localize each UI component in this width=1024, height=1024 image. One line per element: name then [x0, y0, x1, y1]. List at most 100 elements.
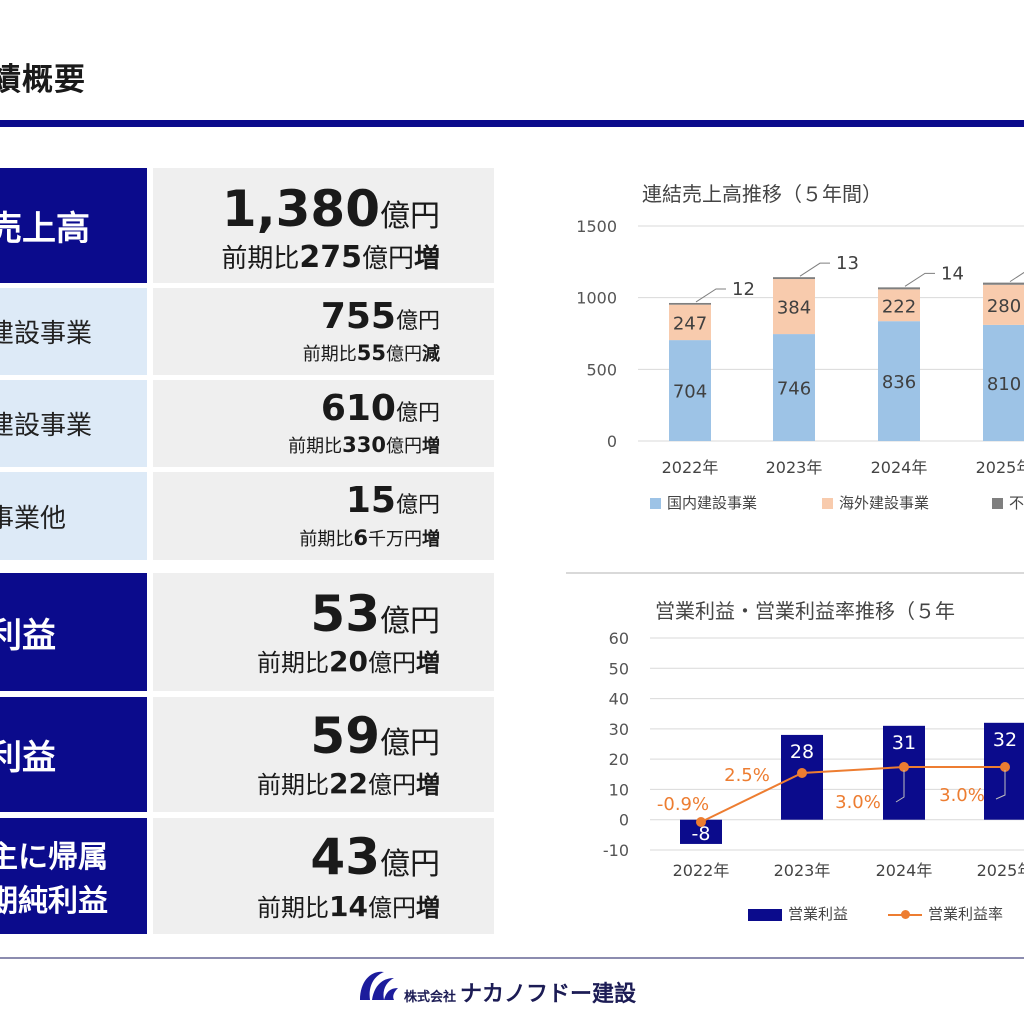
label-text: 利益	[0, 615, 56, 656]
summary-row-value: 53億円 前期比20億円増	[153, 573, 494, 691]
rate-label: -0.9%	[657, 794, 709, 815]
x-tick-label: 2023年	[774, 861, 831, 880]
legend-swatch	[650, 498, 661, 509]
data-label: 746	[777, 379, 811, 400]
bar-segment	[983, 324, 1024, 441]
chart-divider	[566, 572, 1024, 574]
chart-title: 連結売上高推移（５年間）	[642, 182, 882, 206]
company-title: ナカノフドー建設	[460, 982, 637, 1007]
legend-entry: 国内建設事業	[650, 492, 757, 513]
cmp-number: 20	[329, 645, 368, 678]
cmp-prefix: 前期比	[257, 771, 330, 799]
bar	[781, 734, 823, 820]
data-label: 32	[993, 729, 1017, 751]
cmp-prefix: 前期比	[302, 344, 357, 365]
summary-row-label: 事業他	[0, 472, 147, 560]
legend-label: 営業利益	[788, 905, 849, 923]
summary-row: 建設事業 755億円 前期比55億円減	[0, 288, 494, 375]
legend-label: 海外建設事業	[839, 494, 930, 512]
bar-segment	[878, 321, 920, 441]
data-label: 14	[941, 263, 964, 284]
cmp-prefix: 前期比	[299, 529, 354, 550]
y-tick-label: -10	[603, 841, 629, 860]
bar	[984, 722, 1024, 820]
summary-row-value: 1,380億円 前期比275億円増	[153, 168, 494, 283]
summary-row-value: 59億円 前期比22億円増	[153, 697, 494, 812]
data-label: 12	[732, 279, 755, 300]
leader-line	[799, 262, 830, 277]
legend-entry: 営業利益率	[888, 903, 1003, 924]
leader-line	[1009, 271, 1024, 283]
y-tick-label: 30	[609, 720, 629, 739]
bar-segment	[669, 304, 711, 341]
y-tick-label: 0	[607, 432, 617, 451]
x-tick-label: 2022年	[673, 861, 730, 880]
cmp-direction: 増	[422, 529, 440, 550]
rate-point	[696, 817, 706, 827]
summary-row: 建設事業 610億円 前期比330億円増	[0, 380, 494, 467]
bar-segment	[983, 282, 1024, 285]
page-title: 績概要	[0, 62, 86, 98]
summary-row-label: 主に帰属 期純利益	[0, 818, 147, 934]
summary-row-value: 755億円 前期比55億円減	[153, 288, 494, 375]
bar-segment	[878, 287, 920, 290]
bar-segment	[773, 279, 815, 335]
bar-segment	[773, 277, 815, 280]
legend-swatch	[992, 498, 1003, 509]
data-label: 704	[673, 382, 707, 403]
legend-entry: 海外建設事業	[822, 492, 929, 513]
data-label: 31	[892, 732, 916, 754]
summary-row: 利益 53億円 前期比20億円増	[0, 573, 494, 691]
legend-entry: 営業利益	[748, 903, 848, 924]
value-unit: 億円	[395, 401, 440, 426]
cmp-direction: 減	[422, 344, 440, 365]
leader-line	[695, 288, 726, 303]
summary-row-label: 利益	[0, 573, 147, 691]
cmp-unit: 億円	[368, 649, 416, 677]
value-number: 53	[310, 585, 380, 643]
summary-row-value: 610億円 前期比330億円増	[153, 380, 494, 467]
cmp-prefix: 前期比	[221, 244, 300, 274]
value-number: 1,380	[221, 180, 380, 238]
summary-row-label: 利益	[0, 697, 147, 812]
value-number: 59	[310, 707, 380, 765]
label-line1: 主に帰属	[0, 840, 108, 875]
legend-swatch	[822, 498, 833, 509]
summary-row: 主に帰属 期純利益 43億円 前期比14億円増	[0, 818, 494, 934]
summary-row-label: 売上高	[0, 168, 147, 283]
cmp-unit: 億円	[368, 894, 416, 922]
value-unit: 億円	[380, 604, 440, 639]
y-tick-label: 1500	[576, 217, 617, 236]
cmp-prefix: 前期比	[257, 649, 330, 677]
bar-segment	[878, 289, 920, 322]
x-tick-label: 2024年	[871, 458, 928, 477]
cmp-number: 14	[329, 890, 368, 923]
y-tick-label: 1000	[576, 289, 617, 308]
leader-line	[895, 770, 905, 803]
rate-line	[700, 766, 1005, 823]
leader-line	[995, 770, 1006, 800]
data-label: 28	[790, 741, 814, 763]
value-unit: 億円	[380, 199, 440, 234]
data-label: 810	[987, 374, 1021, 395]
cmp-prefix: 前期比	[288, 436, 343, 457]
summary-row: 利益 59億円 前期比22億円増	[0, 697, 494, 812]
leader-line	[904, 272, 935, 287]
data-label: 384	[777, 298, 811, 319]
legend-line-swatch	[888, 909, 922, 919]
cmp-number: 275	[299, 240, 362, 275]
cmp-number: 55	[356, 341, 386, 365]
value-unit: 億円	[380, 726, 440, 761]
chart-title: 営業利益・営業利益率推移（５年	[655, 599, 955, 623]
bar-segment	[669, 302, 711, 305]
summary-row: 事業他 15億円 前期比6千万円増	[0, 472, 494, 560]
y-tick-label: 10	[609, 780, 629, 799]
data-label: 836	[882, 372, 916, 393]
x-tick-label: 2023年	[766, 458, 823, 477]
x-tick-label: 2022年	[662, 458, 719, 477]
summary-row-value: 15億円 前期比6千万円増	[153, 472, 494, 560]
cmp-unit: 億円	[386, 344, 422, 365]
data-label: 247	[673, 313, 707, 334]
footer-divider	[0, 957, 1024, 959]
cmp-prefix: 前期比	[257, 894, 330, 922]
